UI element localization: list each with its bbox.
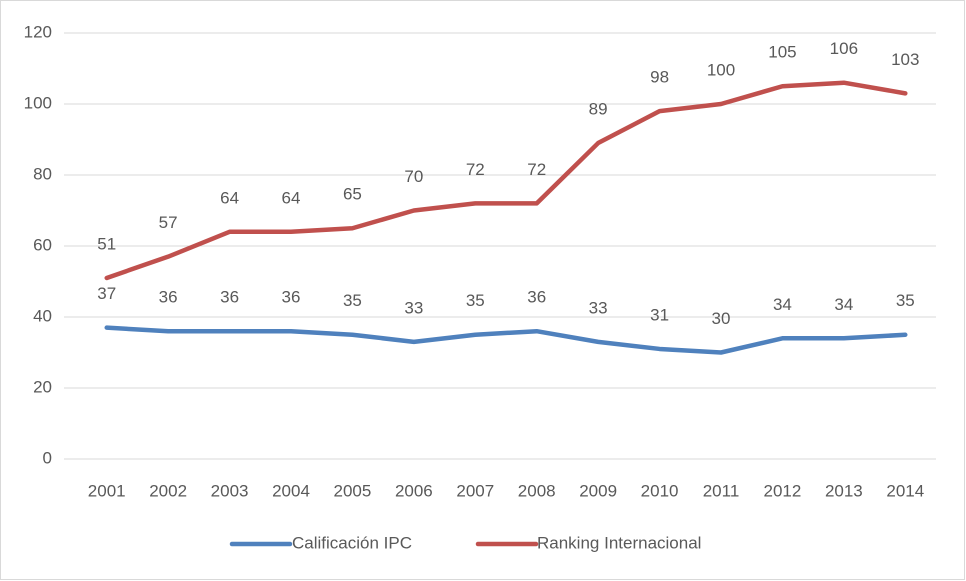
data-label: 70 — [404, 167, 423, 186]
x-tick-label: 2002 — [149, 481, 187, 500]
data-label: 72 — [527, 160, 546, 179]
y-tick-label: 60 — [33, 235, 52, 254]
x-tick-label: 2001 — [88, 481, 126, 500]
y-tick-label: 0 — [43, 448, 52, 467]
data-label: 35 — [896, 291, 915, 310]
y-tick-label: 100 — [24, 93, 52, 112]
y-tick-label: 20 — [33, 377, 52, 396]
data-label: 72 — [466, 160, 485, 179]
data-label: 37 — [97, 284, 116, 303]
x-tick-label: 2013 — [825, 481, 863, 500]
x-tick-label: 2008 — [518, 481, 556, 500]
x-tick-label: 2005 — [334, 481, 372, 500]
x-tick-label: 2014 — [886, 481, 924, 500]
data-label: 106 — [830, 39, 858, 58]
data-label: 35 — [466, 291, 485, 310]
y-tick-label: 80 — [33, 164, 52, 183]
series-line — [104, 325, 908, 355]
x-tick-label: 2012 — [764, 481, 802, 500]
x-tick-label: 2007 — [456, 481, 494, 500]
data-label: 33 — [404, 298, 423, 317]
data-label: 64 — [220, 188, 239, 207]
x-tick-label: 2009 — [579, 481, 617, 500]
data-label: 98 — [650, 68, 669, 87]
x-tick-label: 2004 — [272, 481, 310, 500]
data-label: 36 — [282, 288, 301, 307]
y-tick-label: 40 — [33, 306, 52, 325]
data-label: 57 — [159, 213, 178, 232]
data-label: 103 — [891, 50, 919, 69]
y-tick-label: 120 — [24, 22, 52, 41]
data-label: 36 — [527, 288, 546, 307]
series-line — [104, 80, 908, 281]
data-label: 34 — [773, 295, 792, 314]
data-label: 36 — [220, 288, 239, 307]
data-label: 105 — [768, 43, 796, 62]
legend-label: Calificación IPC — [292, 533, 412, 552]
data-label: 51 — [97, 234, 116, 253]
x-tick-label: 2011 — [703, 481, 740, 500]
data-label: 35 — [343, 291, 362, 310]
x-tick-label: 2003 — [211, 481, 249, 500]
x-tick-label: 2006 — [395, 481, 433, 500]
data-label: 36 — [159, 288, 178, 307]
x-tick-label: 2010 — [641, 481, 679, 500]
data-label: 65 — [343, 185, 362, 204]
data-label: 100 — [707, 60, 735, 79]
data-label: 34 — [834, 295, 853, 314]
data-label: 30 — [712, 309, 731, 328]
data-label: 64 — [282, 188, 301, 207]
data-label: 89 — [589, 100, 608, 119]
legend-label: Ranking Internacional — [537, 533, 701, 552]
data-label: 33 — [589, 298, 608, 317]
data-label: 31 — [650, 305, 669, 324]
